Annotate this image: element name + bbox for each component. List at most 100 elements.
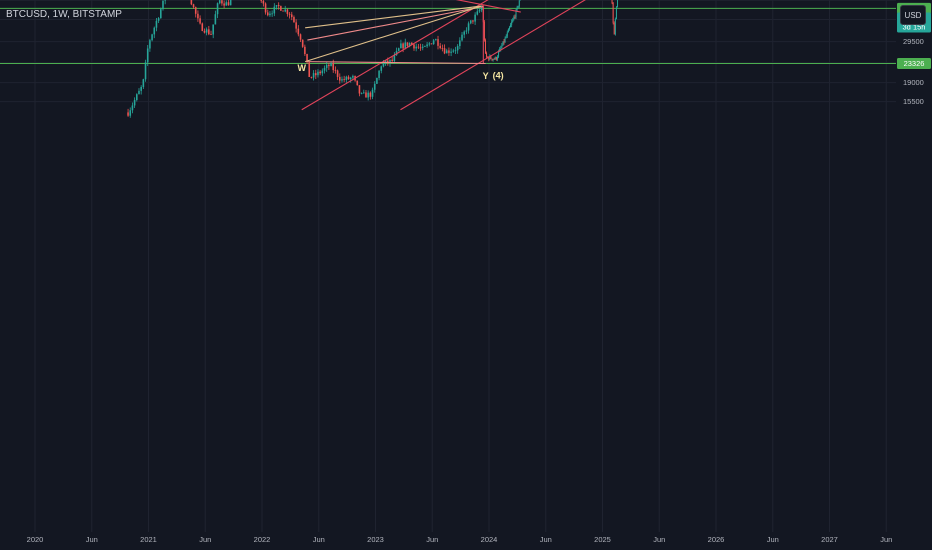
candle-body [516, 7, 518, 10]
candle-body [162, 0, 164, 10]
x-tick-label: 2027 [821, 535, 838, 544]
candle-body [484, 40, 486, 54]
candle-body [614, 18, 616, 35]
candle-body [452, 50, 455, 52]
candle-body [498, 51, 500, 57]
candle-body [308, 62, 311, 77]
candle-body [432, 40, 435, 45]
candle-body [502, 41, 504, 46]
candle-body [421, 46, 424, 48]
candle-body [136, 94, 138, 100]
candle-body [319, 71, 321, 74]
candle-body [365, 92, 367, 98]
x-tick-label: Jun [880, 535, 892, 544]
candle-body [229, 0, 232, 6]
candle-body [317, 71, 319, 76]
chart-grid [0, 0, 896, 532]
candle-body [501, 45, 503, 48]
y-tick-label: 15500 [903, 97, 924, 106]
candle-body [205, 29, 208, 33]
trendline [455, 0, 521, 13]
candle-body [411, 42, 413, 45]
candle-body [382, 63, 385, 67]
candle-body [400, 43, 402, 49]
candle-body [505, 36, 507, 38]
x-tick-label: Jun [426, 535, 438, 544]
candle-body [518, 0, 520, 7]
candle-body [448, 50, 450, 53]
price-axis[interactable]: 1550019000295005650069000850001050001300… [903, 0, 928, 106]
x-tick-label: Jun [313, 535, 325, 544]
candle-body [142, 79, 145, 87]
candle-body [314, 73, 317, 76]
candle-body [288, 13, 291, 15]
candle-body [157, 18, 160, 21]
candle-body [380, 66, 383, 71]
currency-button[interactable]: USD [900, 5, 926, 25]
candle-body [356, 80, 359, 86]
candle-body [214, 14, 217, 25]
candle-body [323, 67, 326, 71]
y-tick-label: 19000 [903, 78, 924, 87]
candle-body [490, 56, 492, 59]
candle-body [413, 44, 415, 49]
candle-body [387, 60, 389, 64]
candle-body [402, 43, 404, 49]
x-tick-label: Jun [767, 535, 779, 544]
candle-body [483, 21, 485, 41]
candle-body [508, 27, 510, 30]
price-tag-countdown: 3d 15h [903, 22, 926, 31]
candle-body [264, 3, 267, 13]
candle-body [511, 22, 513, 25]
candle-body [510, 24, 512, 28]
candle-body [517, 6, 519, 8]
candle-body [280, 6, 282, 11]
candle-body [273, 6, 276, 14]
candle-body [341, 79, 343, 81]
candle-body [486, 53, 488, 57]
candle-body [469, 20, 472, 24]
candle-body [461, 34, 463, 41]
candle-body [478, 10, 481, 12]
candle-body [345, 76, 348, 80]
candle-body [615, 7, 617, 19]
wave-labels: (3)WXY(4)(5) [297, 63, 504, 81]
candle-body [352, 75, 354, 78]
trendline [305, 5, 482, 29]
x-tick-label: 2026 [708, 535, 725, 544]
time-axis[interactable]: 2020 Jun 2021 Jun 2022 Jun 2023 Jun 2024 Jun 2025 J… [27, 535, 893, 544]
candle-body [295, 22, 297, 29]
symbol-title: BTCUSD, 1W, BITSTAMP [6, 9, 122, 20]
candle-body [336, 70, 339, 77]
candle-body [371, 89, 374, 97]
candle-body [480, 7, 483, 11]
candle-body [376, 77, 378, 84]
candle-body [160, 9, 162, 19]
candle-body [149, 40, 151, 49]
wave-label: (4) [493, 70, 504, 80]
candle-body [488, 57, 490, 60]
candle-body [131, 105, 134, 111]
x-tick-label: 2025 [594, 535, 611, 544]
trendline [307, 5, 484, 41]
x-tick-label: Jun [653, 535, 665, 544]
candle-body [197, 13, 199, 19]
candle-body [428, 43, 431, 45]
candle-body [393, 55, 396, 61]
candle-body [514, 16, 516, 18]
candle-body [153, 27, 156, 35]
candle-body [297, 28, 300, 35]
candle-body [373, 83, 376, 90]
candle-body [321, 70, 324, 74]
candle-body [419, 47, 422, 49]
x-tick-label: Jun [540, 535, 552, 544]
candle-body [155, 20, 158, 28]
trendlines [301, 0, 586, 111]
candle-body [201, 23, 204, 31]
price-tag-label: 23326 [904, 59, 925, 68]
candle-body [611, 0, 613, 4]
candle-body [417, 46, 420, 48]
candle-body [151, 34, 153, 41]
candle-body [492, 59, 494, 60]
